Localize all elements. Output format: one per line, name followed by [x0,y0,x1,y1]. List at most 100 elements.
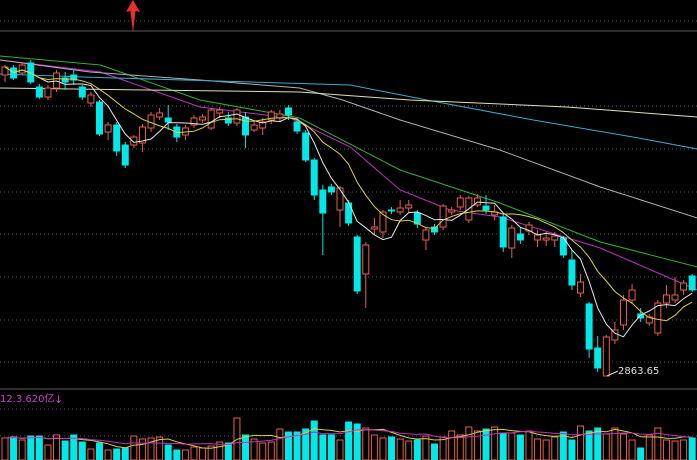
candle-body [113,124,121,152]
volume-bar [525,430,533,460]
volume-bar [551,436,559,460]
candle [534,230,542,247]
volume-bar [499,432,507,460]
volume-down-arrow-icon: ↓ [54,393,63,406]
candle [78,85,86,100]
candle-body [121,144,129,166]
candle [680,280,688,295]
candle [551,232,559,247]
long-ma-line [0,59,697,219]
volume-bar [121,447,129,460]
candle [422,227,430,250]
volume-bar [18,439,26,460]
volume-bar [216,441,224,460]
volume-bar [671,440,679,460]
volume-bar [250,438,258,460]
long-ma-line [0,87,697,118]
volume-bar [396,438,404,460]
candle [456,195,464,210]
candle-body [525,224,533,232]
candle [35,84,43,99]
volume-bar [465,426,473,460]
candle [396,200,404,215]
candle [405,200,413,212]
volume-bar [147,437,155,460]
candle [345,200,353,226]
volume-bar [70,434,78,460]
candle-body [190,117,198,126]
volume-bar [199,447,207,460]
volume-bar [61,440,69,460]
candle-body [130,136,138,146]
volume-bar [104,449,112,460]
volume-bar [542,439,550,460]
candle [95,100,103,136]
volume-bar [224,442,232,460]
candle [525,222,533,235]
volume-bar [164,444,172,460]
volume-label: 12.3.620亿 [0,392,55,405]
candle [619,295,627,330]
candle-body [61,77,69,83]
candle [439,204,447,230]
volume-bar [302,428,310,460]
volume-bar [680,439,688,460]
candle [594,336,602,372]
candle-body [78,86,86,98]
candle-body [577,281,585,294]
candle-body [534,234,542,241]
candle-body [216,109,224,114]
candle [662,285,670,308]
long-moving-averages [0,55,697,291]
candle-body [95,101,103,135]
volume-bar [559,431,567,460]
candle-body [516,233,524,241]
volume-bar [611,427,619,460]
candle-body [456,197,464,208]
candle [267,110,275,124]
volume-bar [173,449,181,460]
candle [336,186,344,227]
candle-body [302,132,310,161]
candle [319,185,327,255]
volume-bar [422,435,430,460]
ma-line [4,66,693,322]
candle-body [439,205,447,228]
candle-body [551,235,559,241]
candle-body [18,64,26,74]
low-price-label: 2863.65 [618,366,659,377]
moving-averages [4,66,693,338]
candle [431,224,438,235]
volume-bar [190,446,198,460]
volume-bar [267,441,275,460]
candle-body [164,117,172,123]
candle-body [293,121,301,132]
candle-body [370,226,378,230]
volume-bar [276,428,284,460]
candle [113,122,121,156]
candle [233,108,241,126]
volume-bar [585,430,593,460]
volume-bar [353,423,361,460]
candle-body [224,117,232,124]
candle-body [353,236,361,292]
candle-body [199,116,207,121]
volume-bar [645,434,653,460]
candle-body [654,302,662,334]
candle [242,112,250,148]
candle [293,120,301,134]
volume-bar [628,439,636,460]
volume-bar [207,445,215,460]
candle-body [611,329,619,341]
candle [448,207,456,215]
candle-body [362,244,370,275]
candle [310,158,318,200]
candle [577,274,585,297]
candle [18,62,26,75]
volume-bar [602,433,610,460]
candle-body [568,259,576,286]
candle-body [628,289,636,301]
candle [508,225,516,258]
volume-ma-line [4,429,693,446]
volume-bar [362,427,370,460]
